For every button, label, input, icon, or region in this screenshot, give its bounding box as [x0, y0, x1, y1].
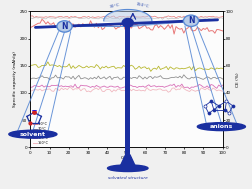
Text: N: N: [187, 16, 194, 25]
Y-axis label: CE (%): CE (%): [235, 72, 239, 87]
Text: 30°C: 30°C: [108, 2, 120, 9]
Ellipse shape: [197, 123, 244, 131]
Text: anions: anions: [209, 124, 232, 129]
X-axis label: Cycle: Cycle: [120, 156, 132, 160]
Ellipse shape: [107, 165, 147, 172]
Polygon shape: [112, 155, 142, 167]
Text: N: N: [61, 22, 68, 31]
Text: 150°C: 150°C: [135, 2, 149, 9]
Y-axis label: Specific capacity (mAh/g): Specific capacity (mAh/g): [13, 51, 17, 107]
Circle shape: [57, 21, 72, 32]
Ellipse shape: [9, 130, 57, 138]
Text: solvent: solvent: [20, 132, 46, 137]
Circle shape: [122, 19, 133, 27]
Legend: -10°C, 30°C, 100°C, 120°C, 150°C: -10°C, 30°C, 100°C, 120°C, 150°C: [32, 122, 49, 146]
Bar: [125, 23, 130, 166]
Circle shape: [183, 15, 198, 26]
Text: solvated structure: solvated structure: [107, 176, 147, 180]
